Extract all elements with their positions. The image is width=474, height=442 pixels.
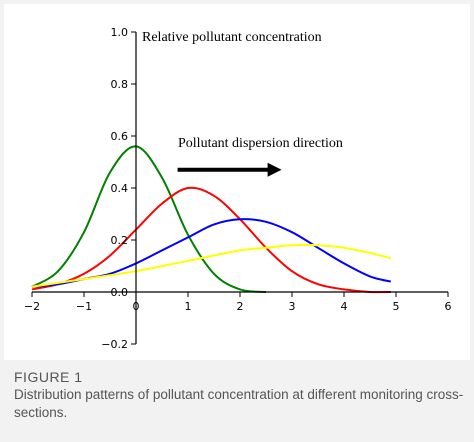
green-curve [31,145,267,293]
caption-label: FIGURE 1 [14,369,83,385]
x-tick-label: 3 [289,300,296,313]
dispersion-annotation: Pollutant dispersion direction [178,136,343,151]
caption-text: Distribution patterns of pollutant conce… [14,387,464,420]
red-curve [31,186,391,294]
y-tick-label: 0.0 [111,286,129,299]
y-tick-label: −0.2 [101,338,128,351]
y-tick-label: 0.2 [111,234,129,247]
arrow-head [267,162,282,177]
axes-layer: −2 −1 0 1 2 3 4 5 6 1.0 0.8 0.6 0.4 0.2 0.0 −0.2 [24,26,452,351]
x-tick-label: 2 [237,300,244,313]
dispersion-arrow [177,162,282,177]
yellow-curve [31,243,392,288]
chart-title: Relative pollutant concentration [142,30,322,45]
y-tick-label: 1.0 [111,26,129,39]
y-tick-label: 0.4 [111,182,129,195]
figure-caption: FIGURE 1 Distribution patterns of pollut… [14,368,464,422]
curves-layer [31,145,392,294]
x-tick-label: −2 [24,300,40,313]
x-tick-label: −1 [76,300,92,313]
plot-area: −2 −1 0 1 2 3 4 5 6 1.0 0.8 0.6 0.4 0.2 0.0 −0.2 Relati… [4,4,470,360]
y-tick-label: 0.6 [111,130,129,143]
x-tick-label: 6 [445,300,452,313]
y-tick-label: 0.8 [111,78,129,91]
x-tick-label: 1 [185,300,192,313]
x-tick-label: 0 [133,300,140,313]
x-tick-label: 5 [393,300,400,313]
chart-svg: −2 −1 0 1 2 3 4 5 6 1.0 0.8 0.6 0.4 0.2 0.0 −0.2 Relati… [24,26,452,351]
x-tick-label: 4 [341,300,348,313]
